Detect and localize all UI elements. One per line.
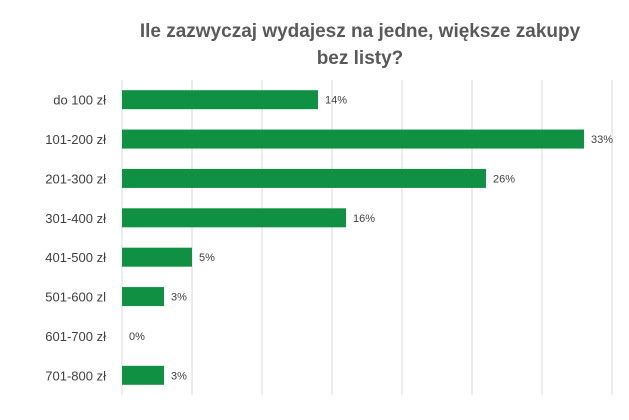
bar: [122, 90, 318, 110]
bar: [122, 168, 486, 188]
bar: [122, 365, 164, 385]
bar: [122, 247, 192, 267]
data-label: 33%: [591, 134, 613, 146]
data-label: 16%: [353, 213, 375, 225]
data-label: 0%: [129, 331, 145, 343]
category-label: 501-600 zl: [45, 290, 106, 305]
chart-title: Ile zazwyczaj wydajesz na jedne, większe…: [80, 18, 629, 72]
chart-title-line-1: Ile zazwyczaj wydajesz na jedne, większe…: [139, 21, 581, 42]
category-label: 601-700 zł: [45, 329, 106, 344]
data-label: 26%: [493, 173, 515, 185]
category-label: 301-400 zł: [45, 211, 106, 226]
category-label: 401-500 zł: [45, 250, 106, 265]
data-label: 5%: [199, 252, 215, 264]
chart-title-line-2: bez listy?: [316, 48, 404, 69]
bar: [122, 129, 584, 149]
data-label: 14%: [325, 95, 347, 107]
data-label: 3%: [171, 370, 187, 382]
bar: [122, 208, 346, 228]
category-label: 701-800 zł: [45, 368, 106, 383]
category-label: do 100 zł: [53, 93, 106, 108]
category-label: 101-200 zł: [45, 132, 106, 147]
data-label: 3%: [171, 292, 187, 304]
category-label: 201-300 zł: [45, 171, 106, 186]
bar: [122, 287, 164, 307]
